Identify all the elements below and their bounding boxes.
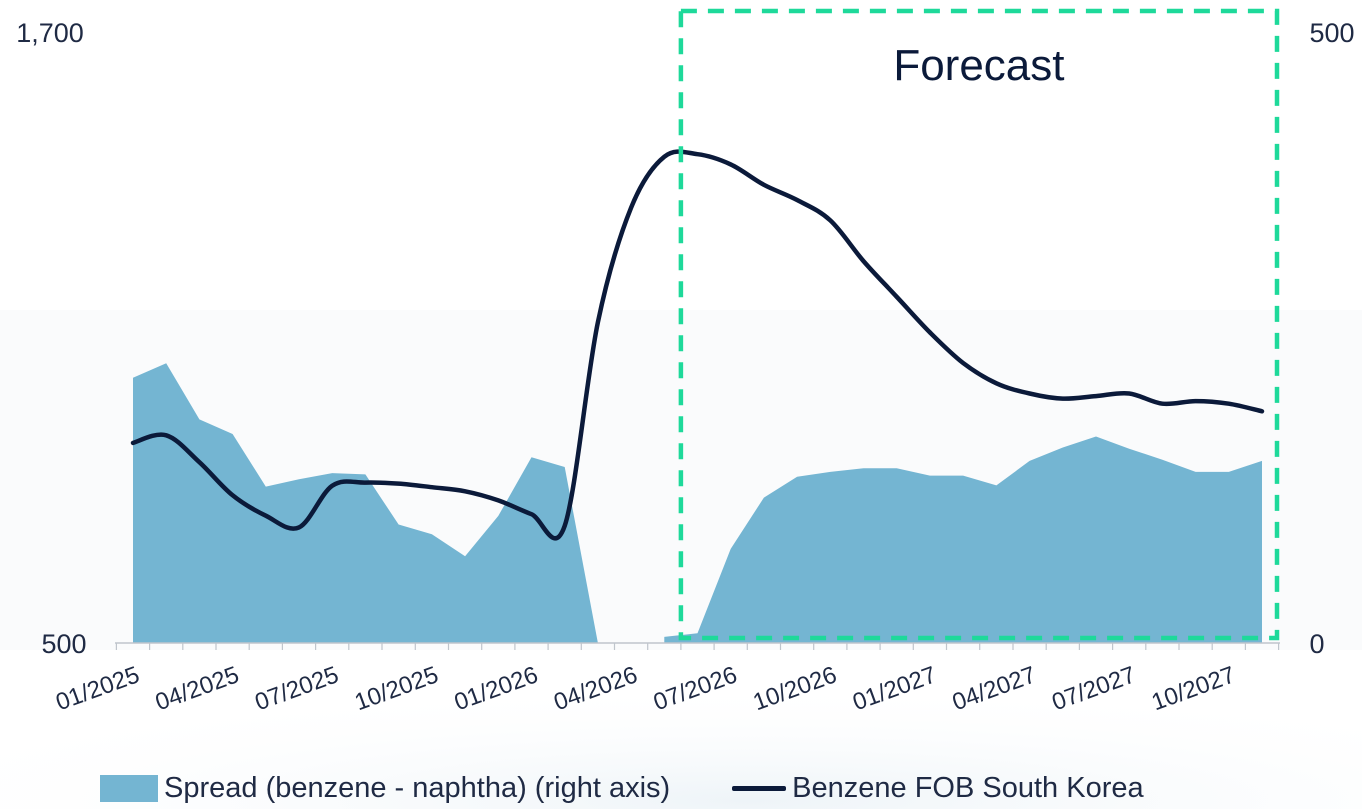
- legend-item-spread: Spread (benzene - naphtha) (right axis): [100, 772, 670, 805]
- bottom-glow: [0, 640, 1362, 809]
- forecast-label: Forecast: [893, 41, 1064, 90]
- legend-label-benzene: Benzene FOB South Korea: [792, 771, 1144, 804]
- legend-label-spread: Spread (benzene - naphtha) (right axis): [164, 771, 671, 804]
- forecast-layer: Forecast: [678, 8, 1280, 641]
- legend: Spread (benzene - naphtha) (right axis) …: [100, 768, 1350, 808]
- y-right-tick-label-max: 500: [1309, 18, 1354, 48]
- benzene-line-layer: [130, 149, 1265, 541]
- spread-area-layer: [133, 363, 1262, 643]
- benzene-line: [130, 149, 1265, 541]
- y-left-tick-label-min: 500: [41, 629, 86, 659]
- y-right-tick-label-min: 0: [1309, 629, 1324, 659]
- y-left-tick-label-max: 1,700: [16, 18, 84, 48]
- spread-area-segment-1: [664, 436, 1262, 643]
- legend-item-benzene: Benzene FOB South Korea: [732, 771, 1144, 805]
- spread-area-segment-0: [133, 363, 598, 643]
- legend-swatch-benzene: [732, 785, 787, 791]
- legend-swatch-spread: [100, 774, 158, 802]
- forecast-box: [678, 8, 1280, 641]
